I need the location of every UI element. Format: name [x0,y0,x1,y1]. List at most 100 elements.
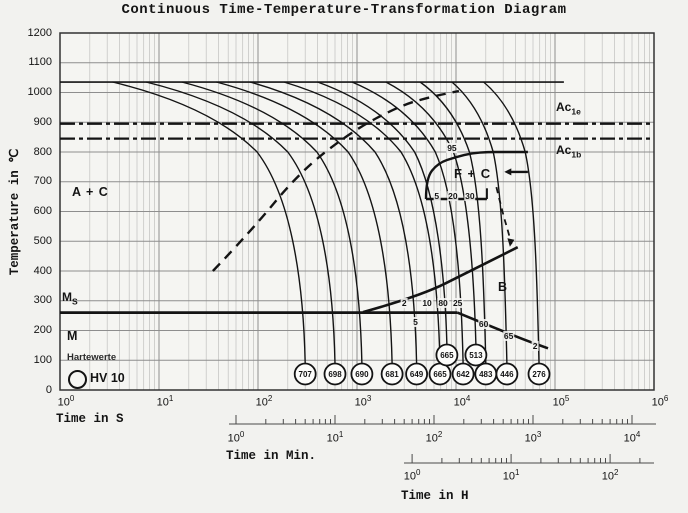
hardness-value: 707 [299,370,313,379]
hardness-circle [350,362,374,386]
percent-annotation: 60 [477,318,490,329]
minutes-tick-label: 102 [425,430,443,445]
y-tick-label: 1200 [27,26,52,39]
x-axis-title-seconds: Time in S [56,412,124,426]
percent-annotation: 65 [502,331,515,342]
fc-arrowhead-icon [507,238,515,247]
percent-annotation: 95 [446,142,458,153]
bainite-start-curve [362,246,519,314]
seconds-tick-label: 102 [255,394,273,409]
percent-annotation: 30 [464,191,476,202]
y-tick-label: 900 [33,115,52,128]
hardness-value: 681 [385,370,399,379]
y-tick-label: 1100 [28,56,52,69]
cooling-curve [483,81,540,364]
x-axis-title-minutes: Time in Min. [226,449,317,463]
hardness-symbol-circle-icon [68,370,87,389]
y-tick-label: 700 [33,175,52,188]
y-tick-label: 1000 [27,86,52,98]
seconds-tick-label: 105 [552,394,570,409]
x-axis-title-hours: Time in H [401,489,469,503]
ac1b-label-sub: 1b [571,149,582,160]
percent-annotation: 25 [451,297,464,308]
region-label-martensite: M [67,329,79,343]
region-label-austenite-carbide: A + C [72,185,109,199]
cooling-curve [145,81,336,364]
hardness-value: 665 [433,370,447,379]
ac1b-line-label: Ac1b [556,143,581,159]
hardness-value: 690 [355,370,369,379]
hardness-circle [405,362,429,386]
hardness-value: 483 [479,370,493,379]
y-tick-label: 600 [33,205,52,217]
y-tick-label: 300 [33,294,52,307]
hardness-circle [464,343,488,367]
cooling-curve [283,81,441,364]
hours-tick-label: 100 [403,468,421,483]
percent-annotation: 20 [447,191,459,202]
percent-annotation: 2 [400,297,408,308]
y-tick-label: 100 [33,353,52,366]
fc-dashed-arrow [495,186,513,245]
percent-annotation: 80 [437,297,449,308]
hardness-circle [495,362,519,386]
cooling-curve [451,81,508,364]
y-tick-label: 200 [33,324,52,336]
hardness-value: 665 [440,351,454,360]
cooling-curve [216,81,393,364]
ac1b-label-base: Ac [556,143,572,157]
cooling-curve [351,81,464,364]
seconds-tick-label: 104 [453,394,471,409]
legend-symbol-label: HV 10 [90,371,125,385]
hardness-circle [380,362,404,386]
hardness-circle [323,362,347,386]
hardness-value: 642 [456,370,470,379]
hardness-circle [293,362,317,386]
hardness-circle [527,362,551,386]
y-tick-label: 0 [45,383,52,396]
minutes-tick-label: 103 [524,430,542,445]
y-tick-label: 500 [33,234,52,247]
hardness-value: 513 [469,351,483,360]
side-tick-arrowhead-icon [504,168,512,176]
hardness-value: 446 [500,370,514,379]
minutes-ruler [229,415,656,425]
seconds-tick-label: 101 [156,394,174,409]
chart-title: Continuous Time-Temperature-Transformati… [121,2,567,18]
region-label-bainite: B [498,280,509,294]
ms-label-sub: S [72,296,78,307]
minutes-tick-label: 104 [623,430,641,445]
ac1e-label-base: Ac [556,100,572,114]
cooling-curve [249,81,418,364]
plot-frame [59,32,655,391]
cooling-curve [112,81,306,364]
ac1e-label-sub: 1e [571,106,581,117]
hardness-circle [451,362,475,386]
percent-annotation: 2 [531,340,539,351]
y-tick-label: 800 [33,145,52,158]
hours-tick-label: 101 [502,468,520,483]
legend-title: Hartewerte [67,352,117,363]
cooling-curve [419,81,487,364]
minutes-tick-label: 101 [326,430,344,445]
hours-ruler [404,454,654,464]
y-tick-label: 400 [33,264,52,277]
dashed-boundary-curve [212,89,460,272]
seconds-tick-label: 100 [57,394,75,409]
region-label-ferrite-carbide: F + C [454,166,492,181]
percent-annotation: 5 [412,317,419,328]
percent-annotation: 10 [421,297,433,308]
hardness-circle [435,343,459,367]
ms-label-base: M [62,290,72,304]
seconds-tick-label: 103 [354,394,372,409]
minutes-tick-label: 100 [227,430,245,445]
hardness-value: 698 [328,370,342,379]
ac1e-line-label: Ac1e [556,100,581,116]
cooling-curve [181,81,363,364]
ms-line-label: MS [62,290,78,306]
percent-annotation: 5 [433,191,441,202]
hours-tick-label: 102 [601,468,619,483]
fc-pocket-hook [424,150,528,200]
